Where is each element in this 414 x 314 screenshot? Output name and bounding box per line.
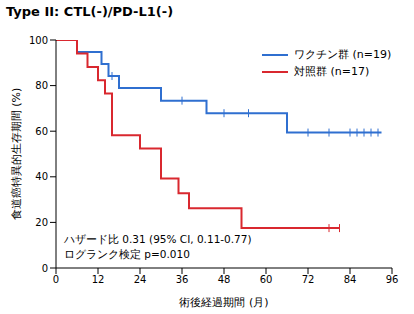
svg-text:60: 60 (35, 126, 48, 137)
svg-text:48: 48 (218, 274, 231, 285)
svg-text:60: 60 (260, 274, 273, 285)
svg-text:0: 0 (53, 274, 59, 285)
svg-text:食道癌特異的生存期間 (%): 食道癌特異的生存期間 (%) (10, 88, 23, 221)
svg-text:72: 72 (302, 274, 315, 285)
svg-text:96: 96 (386, 274, 399, 285)
html-text:ハザード比 0.31 (95% CI, 0.11-0.77): ハザード比 0.31 (95% CI, 0.11-0.77) (64, 233, 252, 245)
svg-text:40: 40 (35, 171, 48, 182)
svg-text:術後経過期間 (月): 術後経過期間 (月) (179, 296, 268, 309)
html-text:対照群 (n=17): 対照群 (n=17) (294, 65, 370, 78)
svg-text:80: 80 (35, 80, 48, 91)
svg-text:20: 20 (35, 217, 48, 228)
html-text:Type II: CTL(-)/PD-L1(-): Type II: CTL(-)/PD-L1(-) (6, 4, 174, 19)
svg-text:0: 0 (42, 263, 48, 274)
svg-text:36: 36 (176, 274, 189, 285)
svg-text:24: 24 (134, 274, 147, 285)
html-text:ワクチン群 (n=19): ワクチン群 (n=19) (294, 48, 392, 61)
html-text:ログランク検定 p=0.010: ログランク検定 p=0.010 (64, 248, 190, 260)
svg-text:84: 84 (344, 274, 357, 285)
svg-text:12: 12 (92, 274, 105, 285)
svg-text:100: 100 (29, 35, 48, 46)
